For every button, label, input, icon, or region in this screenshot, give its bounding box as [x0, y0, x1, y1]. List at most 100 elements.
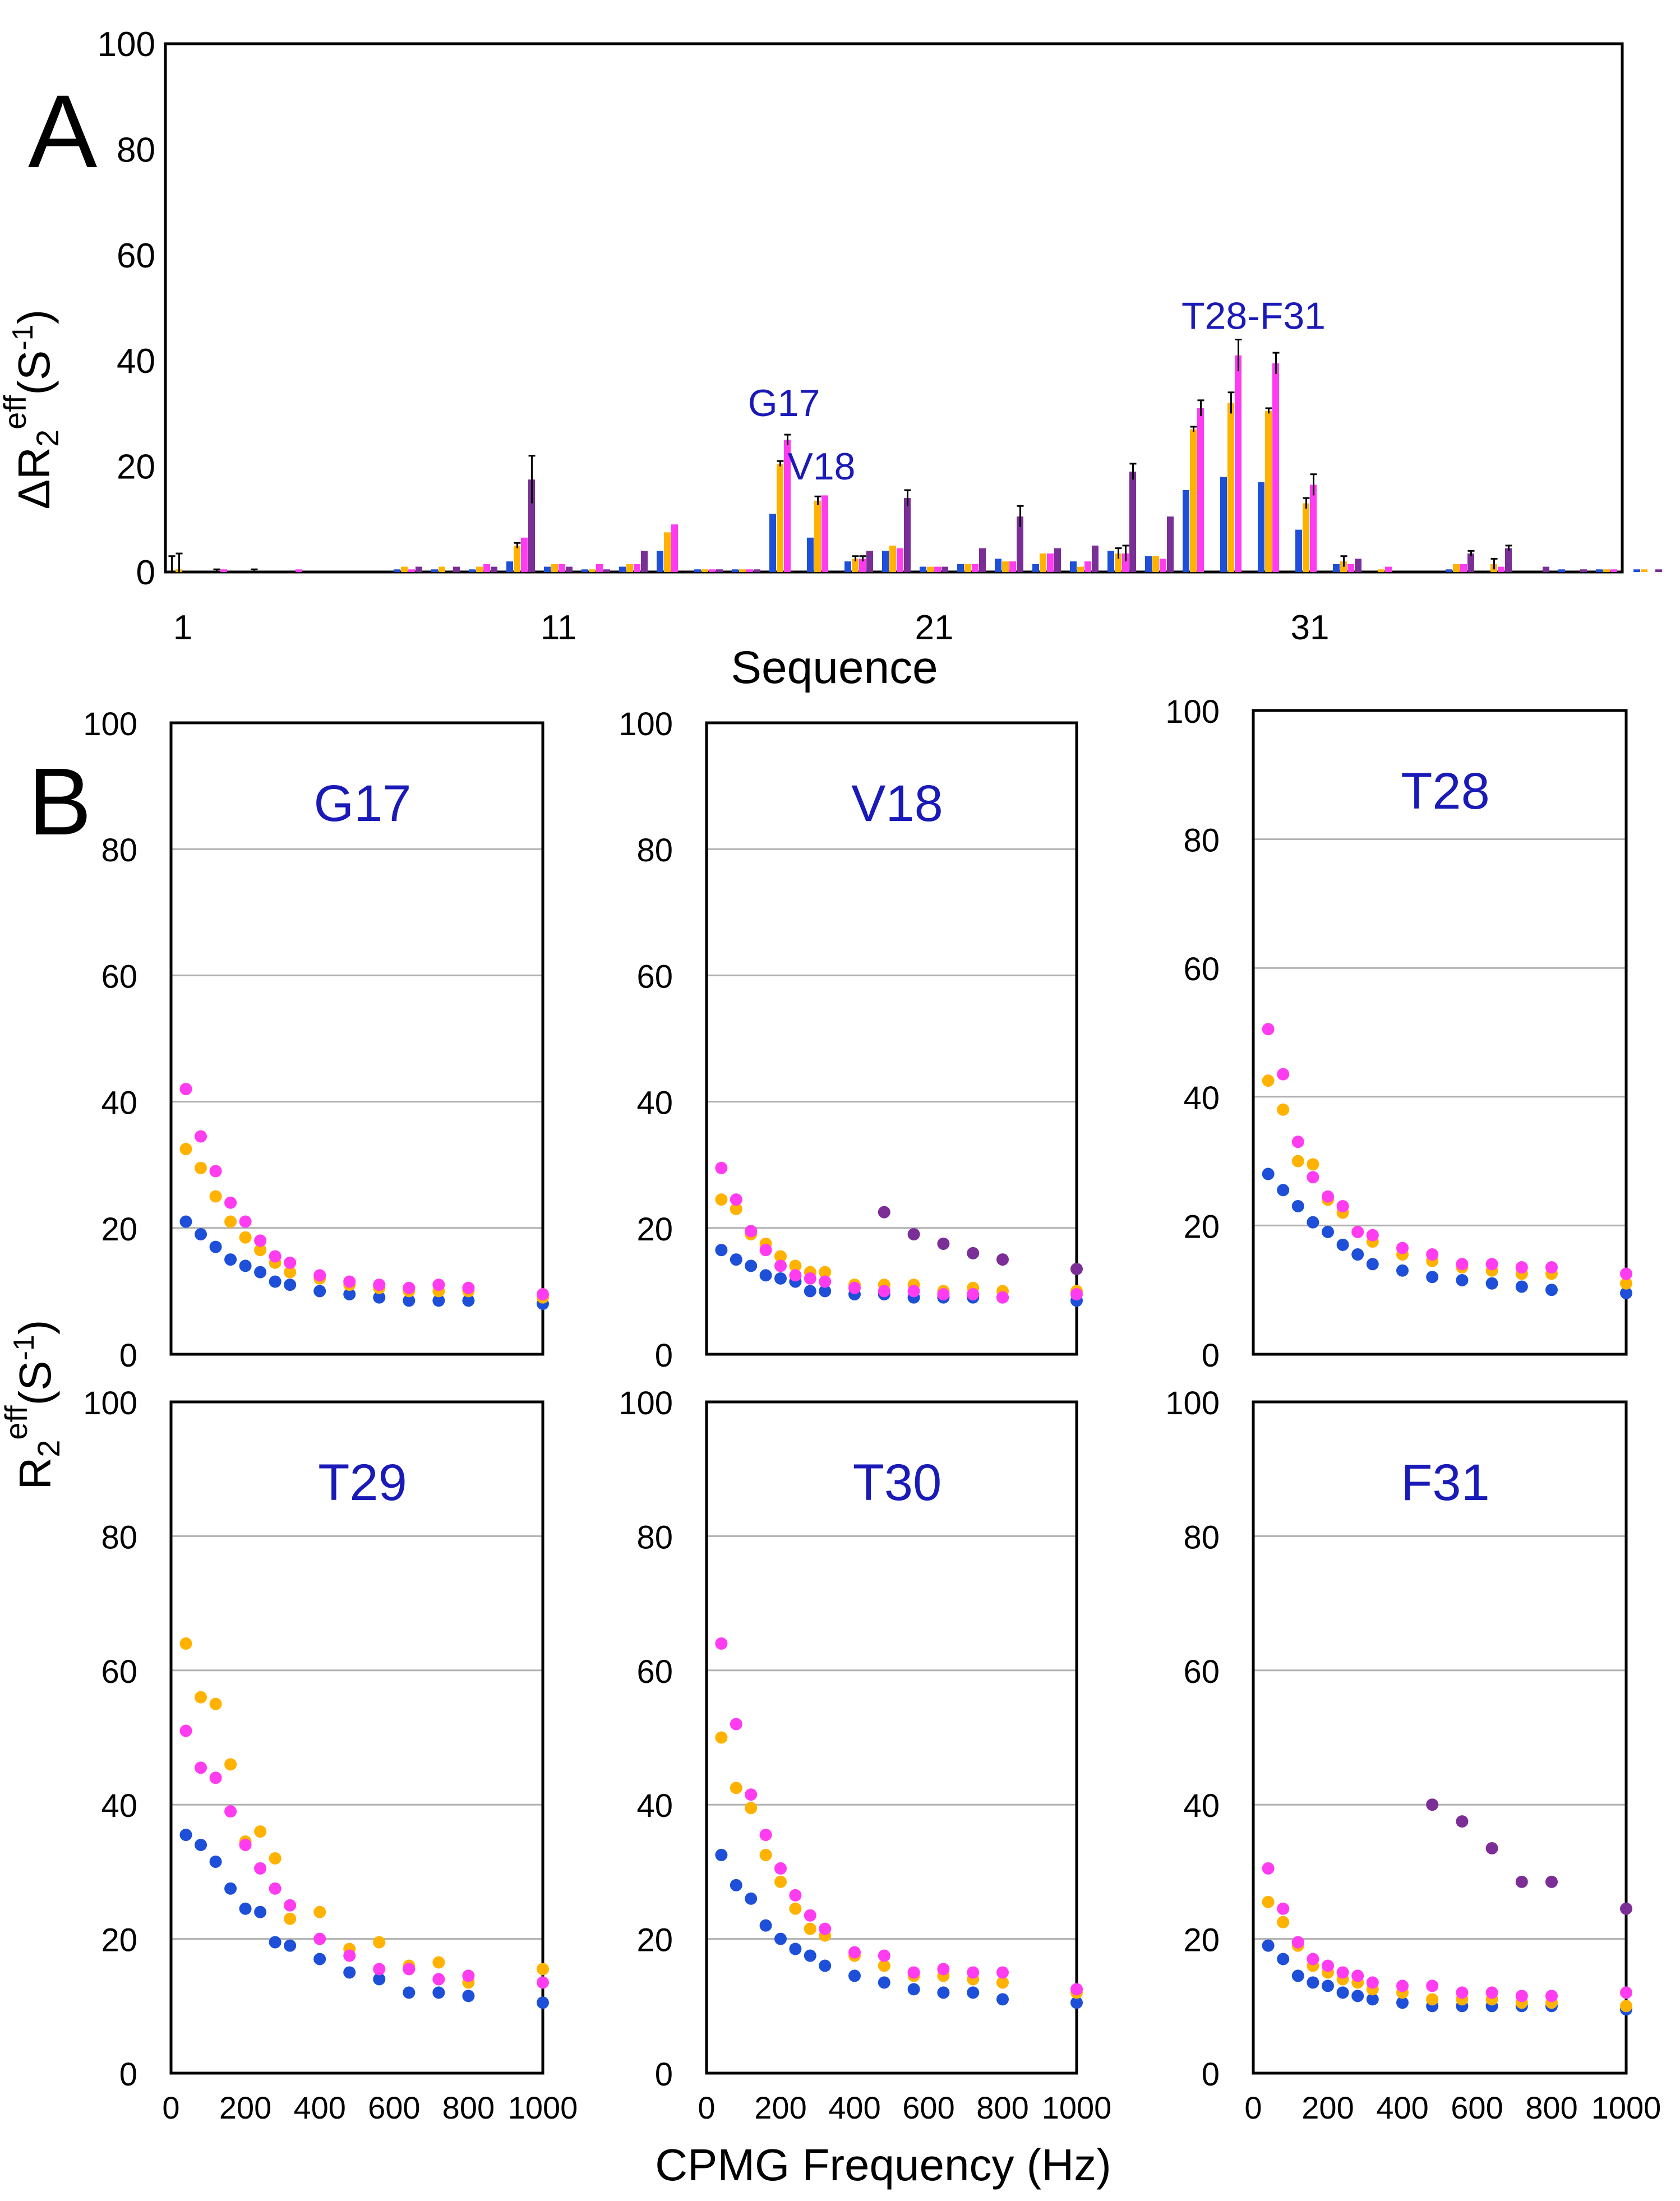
point-blue — [179, 1215, 192, 1228]
bar-orange-residue-29 — [1227, 403, 1234, 572]
bar-blue-residue-11 — [544, 566, 551, 572]
bar-magenta-residue-23 — [1009, 561, 1016, 572]
point-blue — [1351, 1248, 1364, 1261]
point-magenta — [1277, 1068, 1290, 1081]
bar-orange-residue-8 — [439, 566, 445, 572]
bar-orange-residue-33 — [1378, 569, 1384, 572]
point-magenta — [745, 1225, 758, 1238]
y-tick-label: 40 — [636, 1085, 673, 1122]
point-magenta — [373, 1963, 386, 1976]
point-magenta — [1291, 1936, 1304, 1949]
bar-orange-residue-23 — [1002, 561, 1009, 572]
point-magenta — [848, 1281, 861, 1294]
y-tick-label: 40 — [101, 1085, 137, 1122]
x-tick-label: 0 — [698, 2090, 715, 2125]
point-magenta — [239, 1215, 252, 1228]
ylabel-a-sup: eff — [0, 395, 33, 430]
x-tick-label: 200 — [754, 2090, 806, 2125]
point-blue — [1351, 1990, 1364, 2002]
panel-b-x-axis-label: CPMG Frequency (Hz) — [655, 2140, 1111, 2190]
point-magenta — [1336, 1199, 1349, 1212]
bar-purple-residue-9 — [491, 566, 497, 572]
point-blue — [239, 1259, 252, 1272]
point-orange — [1277, 1916, 1290, 1928]
bar-blue-residue-39 — [1596, 569, 1603, 572]
point-blue — [745, 1892, 758, 1905]
y-tick-label: 0 — [1202, 1337, 1220, 1374]
bar-orange-residue-21 — [927, 566, 934, 572]
point-magenta — [284, 1899, 297, 1912]
point-blue — [1307, 1976, 1319, 1989]
point-blue — [1262, 1168, 1275, 1180]
bar-orange-residue-24 — [1040, 553, 1046, 572]
point-orange — [239, 1231, 252, 1244]
point-blue — [1322, 1225, 1334, 1238]
point-orange — [759, 1848, 772, 1861]
point-magenta — [804, 1272, 816, 1285]
point-magenta — [432, 1279, 445, 1291]
point-magenta — [313, 1269, 326, 1282]
point-magenta — [759, 1829, 772, 1842]
point-blue — [1396, 1996, 1409, 2009]
point-magenta — [537, 1976, 549, 1989]
scatter-charts-panel-b: 0 20 40 60 80 100 G17 0 20 40 60 80 100 V18 0 20 40 60 80 1… — [83, 694, 1661, 2125]
point-orange — [195, 1161, 207, 1174]
point-orange — [715, 1731, 728, 1744]
y-tick-label: 0 — [655, 2056, 673, 2093]
bar-orange-residue-31 — [1303, 503, 1309, 572]
point-blue — [269, 1936, 281, 1949]
bar-blue-residue-40 — [1633, 569, 1640, 572]
point-orange — [730, 1203, 742, 1216]
point-blue — [804, 1285, 816, 1298]
point-blue — [1396, 1264, 1409, 1277]
bar-blue-residue-35 — [1446, 569, 1452, 572]
point-orange — [284, 1912, 297, 1925]
ylabel-b-unit-sup: -1 — [8, 1335, 40, 1360]
point-magenta — [1070, 1288, 1083, 1301]
bar-magenta-residue-27 — [1160, 559, 1166, 572]
bar-magenta-residue-39 — [1610, 569, 1617, 572]
point-magenta — [1620, 1986, 1632, 1999]
y-tick-label: 80 — [117, 131, 155, 169]
point-magenta — [1277, 1902, 1290, 1915]
y-tick-label: 0 — [655, 1337, 673, 1374]
point-magenta — [254, 1234, 267, 1247]
x-tick-label: 21 — [915, 608, 954, 647]
bar-magenta-residue-30 — [1272, 363, 1279, 572]
point-magenta — [432, 1973, 445, 1986]
bar-orange-residue-28 — [1190, 429, 1197, 572]
point-magenta — [1307, 1953, 1319, 1965]
y-tick-label: 20 — [1183, 1922, 1220, 1959]
point-magenta — [996, 1291, 1009, 1304]
point-magenta — [745, 1788, 758, 1801]
x-tick-label: 31 — [1291, 608, 1330, 647]
point-blue — [239, 1902, 252, 1915]
bar-blue-residue-38 — [1558, 569, 1565, 572]
point-blue — [432, 1294, 445, 1307]
point-blue — [313, 1285, 326, 1298]
bar-magenta-residue-26 — [1122, 553, 1129, 572]
point-blue — [209, 1855, 222, 1868]
point-blue — [730, 1879, 742, 1891]
point-magenta — [907, 1966, 920, 1979]
point-magenta — [1426, 1248, 1439, 1261]
point-magenta — [269, 1882, 281, 1895]
point-magenta — [878, 1949, 890, 1962]
point-orange — [1291, 1155, 1304, 1168]
point-orange — [878, 1959, 890, 1972]
bar-magenta-residue-31 — [1310, 485, 1317, 572]
bar-magenta-residue-9 — [483, 564, 490, 572]
point-magenta — [937, 1963, 950, 1976]
point-purple — [937, 1237, 950, 1250]
point-magenta — [269, 1250, 281, 1263]
point-magenta — [715, 1161, 728, 1174]
ylabel-b-main: R — [10, 1457, 60, 1490]
point-magenta — [462, 1969, 475, 1982]
point-magenta — [1545, 1990, 1558, 2002]
y-tick-label: 40 — [101, 1788, 137, 1824]
bar-purple-residue-37 — [1543, 566, 1549, 572]
y-tick-label: 100 — [619, 706, 673, 742]
y-tick-label: 80 — [101, 1519, 137, 1556]
bar-purple-residue-35 — [1467, 553, 1474, 572]
